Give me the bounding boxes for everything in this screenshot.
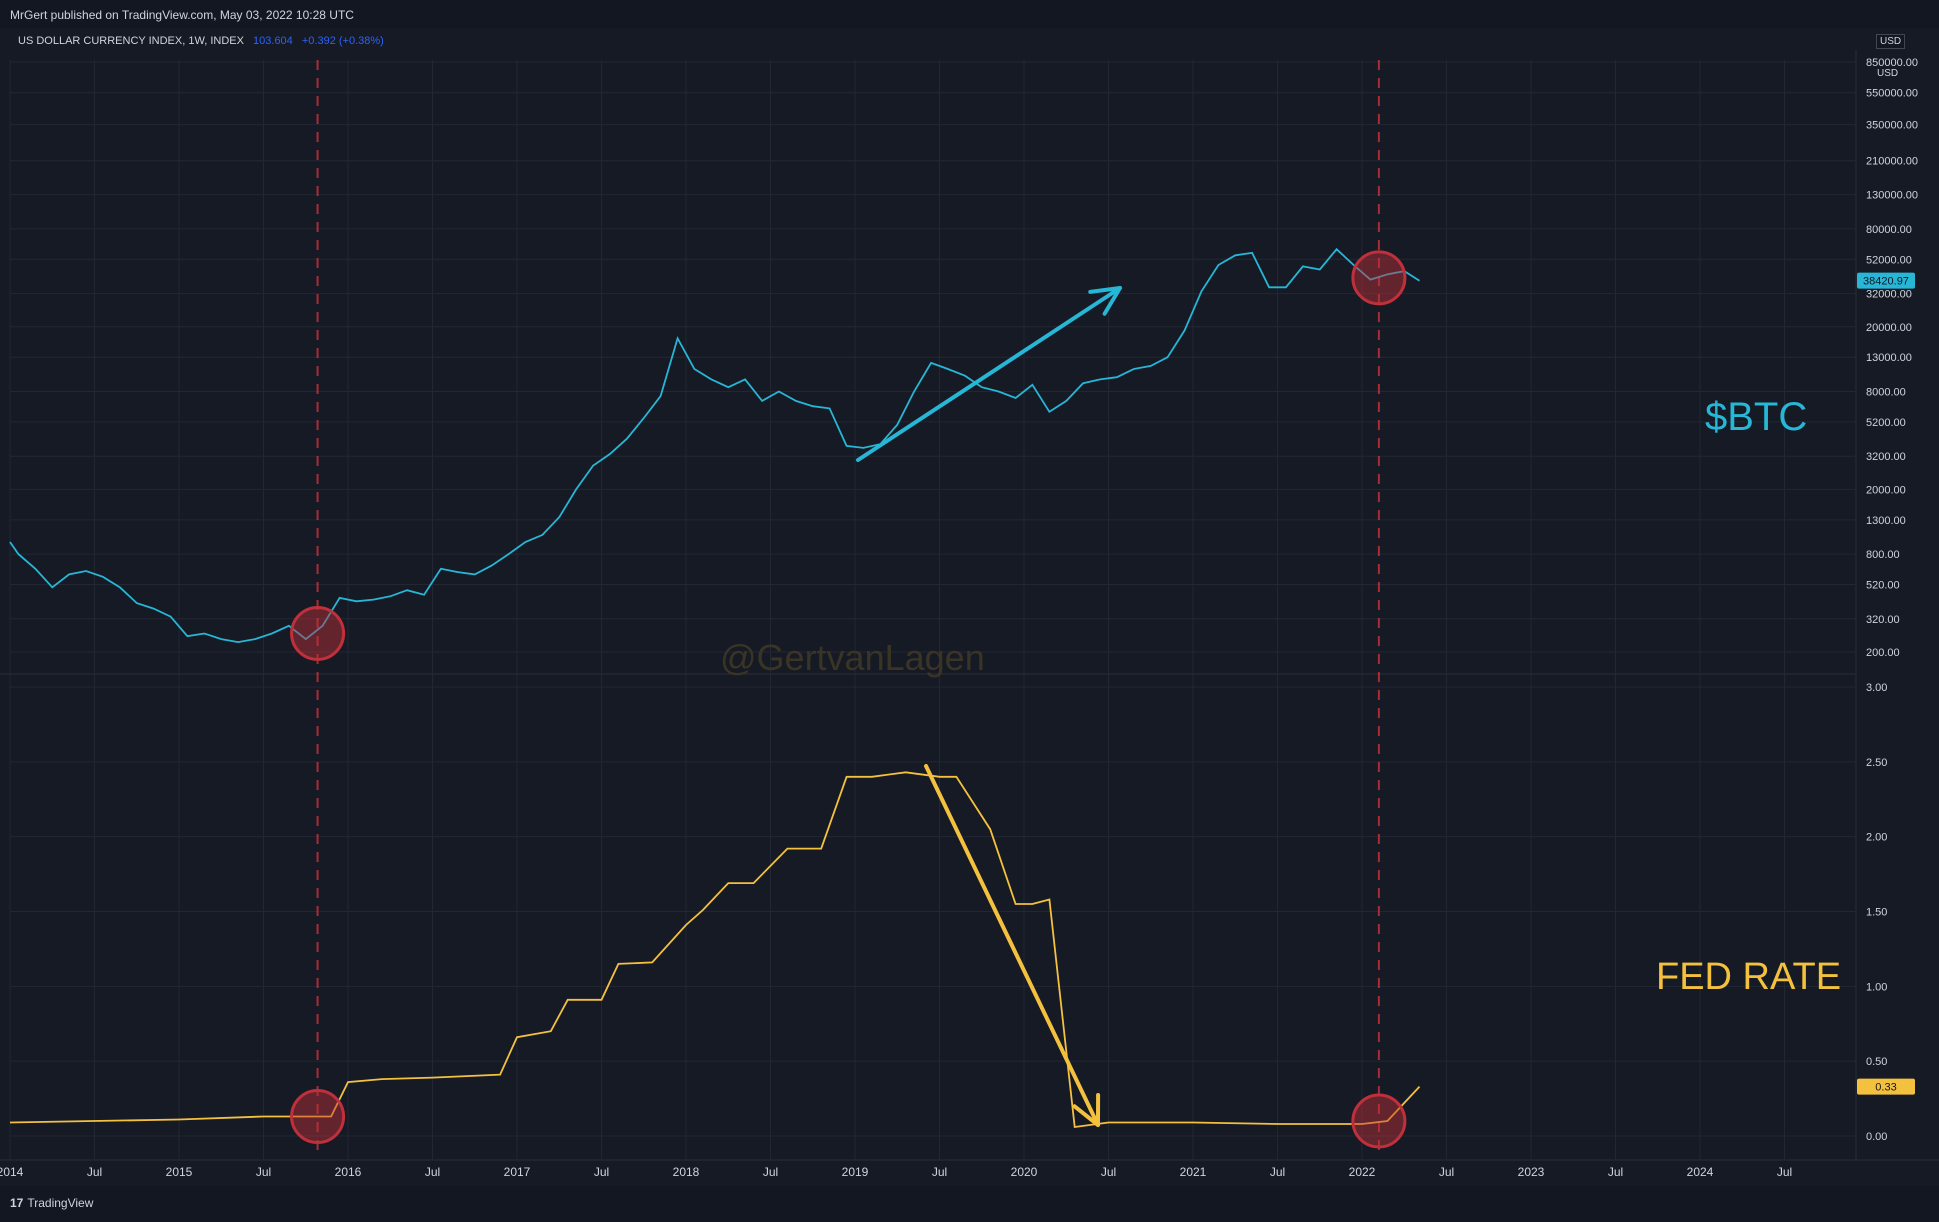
symbol-name: US DOLLAR CURRENCY INDEX, 1W, INDEX (18, 35, 244, 47)
time-axis-label: Jul (1439, 1165, 1454, 1179)
watermark: @GertvanLagen (720, 637, 985, 678)
fed-rate-line[interactable] (9, 771, 1421, 1129)
rate-axis-label: 1.50 (1866, 907, 1887, 919)
time-axis-label: 2024 (1687, 1165, 1714, 1179)
price-axis-label: 32000.00 (1866, 289, 1912, 301)
btc-last-value-bg (1857, 272, 1915, 289)
time-axis-label: Jul (763, 1165, 778, 1179)
price-axis-label: 550000.00 (1866, 88, 1918, 100)
time-axis-label: Jul (1777, 1165, 1792, 1179)
price-axis-label: 13000.00 (1866, 352, 1912, 364)
time-axis-label: 2017 (504, 1165, 531, 1179)
price-axis-label: 130000.00 (1866, 190, 1918, 202)
time-axis-label: Jul (594, 1165, 609, 1179)
tv-logo-icon: 17 (10, 1196, 24, 1210)
time-axis-label: Jul (1608, 1165, 1623, 1179)
price-axis-label: 52000.00 (1866, 254, 1912, 266)
publish-header: MrGert published on TradingView.com, May… (0, 0, 1939, 28)
fed-trend-arrow (924, 764, 1100, 1127)
time-axis-label: Jul (932, 1165, 947, 1179)
btc-trend-arrow (856, 286, 1122, 462)
price-axis-label: 1300.00 (1866, 515, 1906, 527)
btc-trend-arrow-head (1088, 286, 1122, 316)
time-axis-label: Jul (87, 1165, 102, 1179)
price-axis-label: 5200.00 (1866, 417, 1906, 429)
rate-axis-label: 0.00 (1866, 1131, 1887, 1143)
footer-bar: 17 TradingView (0, 1186, 1939, 1222)
btc-annotation: $BTC (1705, 395, 1808, 439)
price-axis-label: 850000.00 (1866, 57, 1918, 69)
time-axis-label: 2019 (842, 1165, 869, 1179)
price-axis-label: 2000.00 (1866, 484, 1906, 496)
time-axis-label: 2023 (1518, 1165, 1545, 1179)
currency-label: USD (1877, 68, 1899, 79)
btc-price-line[interactable] (9, 247, 1420, 644)
time-axis-label: 2021 (1180, 1165, 1207, 1179)
price-axis-label: 80000.00 (1866, 224, 1912, 236)
tradingview-logo[interactable]: 17 TradingView (10, 1196, 93, 1210)
rate-axis-label: 1.00 (1866, 981, 1887, 993)
price-axis-label: 200.00 (1866, 647, 1900, 659)
price-axis-label: 20000.00 (1866, 322, 1912, 334)
rate-axis-label: 3.00 (1866, 682, 1887, 694)
price-axis-label: 350000.00 (1866, 120, 1918, 132)
event-highlight-circle (1351, 1093, 1407, 1149)
rate-axis-label: 2.50 (1866, 757, 1887, 769)
time-axis-label: 2015 (166, 1165, 193, 1179)
fed-trend-arrow-head (1072, 1093, 1101, 1127)
event-highlight-circle (290, 605, 346, 661)
price-axis-label: 320.00 (1866, 614, 1900, 626)
time-axis-label: Jul (256, 1165, 271, 1179)
publish-text: MrGert published on TradingView.com, May… (10, 8, 354, 22)
rate-axis-label: 0.50 (1866, 1056, 1887, 1068)
price-axis-label: 520.00 (1866, 580, 1900, 592)
event-highlight-circle (290, 1089, 346, 1145)
event-highlight-circle (1351, 250, 1407, 306)
time-axis-label: 2016 (335, 1165, 362, 1179)
btc-last-value: 38420.97 (1863, 276, 1909, 288)
time-axis-label: Jul (425, 1165, 440, 1179)
fed-last-value-bg (1857, 1078, 1915, 1095)
price-axis-label: 800.00 (1866, 549, 1900, 561)
symbol-value: 103.604 (253, 35, 293, 47)
fed-last-value: 0.33 (1875, 1082, 1896, 1094)
time-axis-label: 2022 (1349, 1165, 1376, 1179)
symbol-legend[interactable]: US DOLLAR CURRENCY INDEX, 1W, INDEX 103.… (18, 35, 384, 47)
time-axis-label: Jul (1101, 1165, 1116, 1179)
price-axis-label: 3200.00 (1866, 451, 1906, 463)
time-axis-label: 2014 (0, 1165, 24, 1179)
time-axis-label: Jul (1270, 1165, 1285, 1179)
symbol-change: +0.392 (+0.38%) (301, 35, 384, 47)
price-axis-label: 210000.00 (1866, 156, 1918, 168)
tv-logo-text: TradingView (27, 1196, 94, 1210)
rate-axis-label: 2.00 (1866, 832, 1887, 844)
time-axis-label: 2018 (673, 1165, 700, 1179)
fed-annotation: FED RATE (1656, 956, 1842, 998)
price-axis-label: 8000.00 (1866, 386, 1906, 398)
time-axis-label: 2020 (1011, 1165, 1038, 1179)
currency-badge[interactable]: USD (1876, 34, 1906, 49)
